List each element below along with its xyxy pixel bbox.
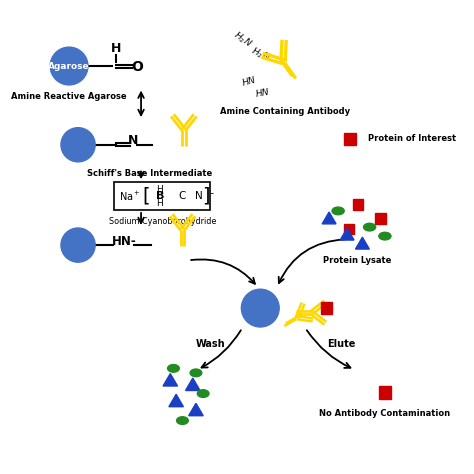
Text: N: N — [128, 134, 138, 147]
Ellipse shape — [190, 369, 202, 377]
Polygon shape — [169, 394, 183, 407]
Text: N: N — [195, 191, 203, 201]
Text: O: O — [131, 60, 143, 74]
Circle shape — [241, 289, 279, 327]
Ellipse shape — [168, 365, 179, 372]
Text: No Antibody Contamination: No Antibody Contamination — [319, 409, 450, 418]
Circle shape — [50, 47, 88, 85]
Text: Amine Containing Antibody: Amine Containing Antibody — [220, 108, 350, 117]
Bar — [379, 386, 391, 399]
Text: H: H — [156, 185, 164, 194]
Ellipse shape — [364, 223, 376, 231]
Text: [: [ — [143, 187, 150, 206]
Text: HN-: HN- — [111, 236, 137, 248]
Text: B: B — [156, 191, 164, 201]
Polygon shape — [189, 403, 203, 416]
Polygon shape — [356, 237, 369, 249]
FancyBboxPatch shape — [114, 182, 210, 210]
Text: Na$^+$: Na$^+$ — [119, 190, 141, 202]
Text: $H_2N$: $H_2N$ — [249, 45, 272, 64]
Text: Sodium Cyanoborohydride: Sodium Cyanoborohydride — [109, 217, 216, 226]
Polygon shape — [340, 228, 354, 240]
Text: ]: ] — [202, 187, 210, 206]
Circle shape — [61, 228, 95, 262]
Text: Wash: Wash — [196, 339, 226, 349]
Text: $HN$: $HN$ — [254, 85, 271, 99]
Text: Amine Reactive Agarose: Amine Reactive Agarose — [11, 92, 127, 101]
Text: H: H — [111, 43, 121, 55]
Text: Schiff's Base Intermediate: Schiff's Base Intermediate — [87, 169, 213, 178]
Text: C: C — [178, 191, 185, 201]
Bar — [344, 133, 356, 145]
Polygon shape — [185, 378, 200, 391]
Ellipse shape — [177, 417, 188, 424]
Ellipse shape — [197, 390, 209, 397]
Text: Elute: Elute — [327, 339, 356, 349]
Ellipse shape — [332, 207, 344, 215]
Bar — [375, 213, 386, 224]
Polygon shape — [322, 212, 336, 224]
Text: $H_2N$: $H_2N$ — [231, 29, 254, 51]
Ellipse shape — [379, 232, 391, 240]
Text: -: - — [210, 188, 213, 198]
Polygon shape — [163, 374, 178, 386]
Text: $HN$: $HN$ — [240, 73, 258, 88]
Bar — [320, 302, 332, 314]
Text: Agarose: Agarose — [48, 62, 90, 71]
Bar — [344, 224, 354, 234]
Circle shape — [61, 128, 95, 162]
Bar — [353, 199, 363, 210]
Text: H: H — [156, 199, 164, 208]
Text: Protein of Interest: Protein of Interest — [368, 135, 456, 144]
Text: Protein Lysate: Protein Lysate — [323, 256, 391, 265]
